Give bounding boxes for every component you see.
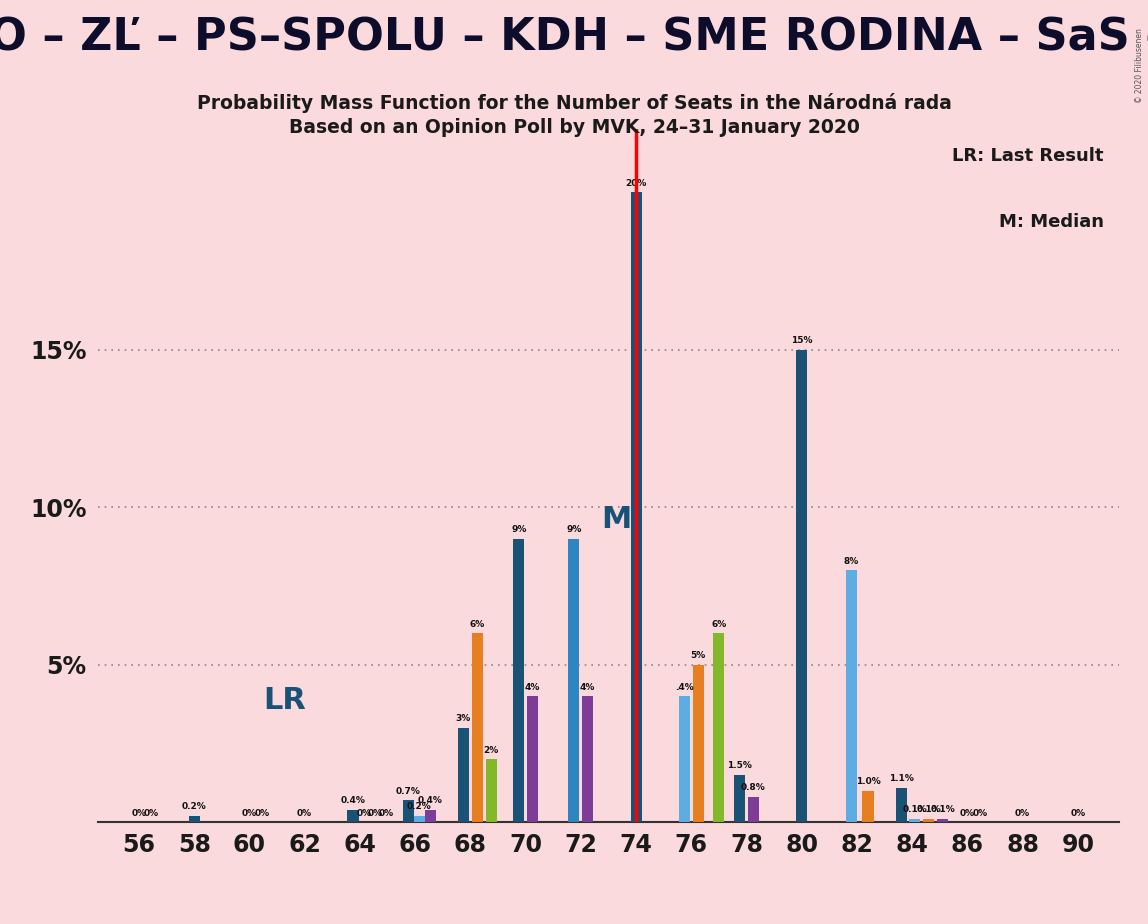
Text: 4%: 4% <box>580 683 596 692</box>
Bar <box>937 820 948 822</box>
Bar <box>348 809 358 822</box>
Text: O – ZĽ – PS–SPOLU – KDH – SME RODINA – SaS – MOS: O – ZĽ – PS–SPOLU – KDH – SME RODINA – S… <box>0 17 1148 59</box>
Bar <box>797 350 807 822</box>
Bar <box>630 192 642 822</box>
Bar <box>692 665 704 822</box>
Text: LR: Last Result: LR: Last Result <box>953 147 1104 164</box>
Bar <box>403 800 413 822</box>
Text: 0%: 0% <box>379 808 394 818</box>
Text: 6%: 6% <box>470 620 484 628</box>
Text: 0%: 0% <box>972 808 987 818</box>
Bar <box>923 820 934 822</box>
Text: LR: LR <box>263 686 307 715</box>
Text: Based on an Opinion Poll by MVK, 24–31 January 2020: Based on an Opinion Poll by MVK, 24–31 J… <box>288 118 860 137</box>
Text: 9%: 9% <box>566 525 582 534</box>
Text: 0%: 0% <box>297 808 312 818</box>
Text: 5%: 5% <box>691 651 706 660</box>
Bar <box>188 816 200 822</box>
Bar <box>582 697 594 822</box>
Text: 0.4%: 0.4% <box>418 796 443 805</box>
Text: 9%: 9% <box>511 525 527 534</box>
Bar <box>909 820 921 822</box>
Bar <box>862 791 874 822</box>
Text: 15%: 15% <box>791 336 813 346</box>
Text: 1.1%: 1.1% <box>889 774 914 783</box>
Text: 0%: 0% <box>144 808 158 818</box>
Text: 0%: 0% <box>357 808 372 818</box>
Text: 0.2%: 0.2% <box>406 802 432 811</box>
Text: 2%: 2% <box>483 746 498 755</box>
Bar <box>527 697 538 822</box>
Text: M: Median: M: Median <box>999 213 1104 230</box>
Text: © 2020 Filibusenen: © 2020 Filibusenen <box>1135 28 1145 103</box>
Bar <box>678 697 690 822</box>
Text: 0.1%: 0.1% <box>902 806 928 814</box>
Bar <box>747 797 759 822</box>
Bar <box>513 539 525 822</box>
Text: 4%: 4% <box>525 683 541 692</box>
Text: 0.8%: 0.8% <box>742 784 766 793</box>
Text: 0%: 0% <box>255 808 270 818</box>
Text: 0%: 0% <box>1015 808 1030 818</box>
Text: 0.1%: 0.1% <box>916 806 941 814</box>
Bar <box>413 816 425 822</box>
Text: 0.4%: 0.4% <box>341 796 365 805</box>
Bar <box>846 570 856 822</box>
Text: 1.0%: 1.0% <box>855 777 881 786</box>
Text: 0%: 0% <box>131 808 147 818</box>
Bar <box>486 760 497 822</box>
Text: 0%: 0% <box>1070 808 1086 818</box>
Text: M: M <box>602 505 631 534</box>
Text: M: M <box>602 505 631 534</box>
Bar <box>895 787 907 822</box>
Text: 0.2%: 0.2% <box>181 802 207 811</box>
Bar <box>734 775 745 822</box>
Bar <box>568 539 580 822</box>
Text: 6%: 6% <box>712 620 727 628</box>
Text: 0%: 0% <box>242 808 257 818</box>
Text: 1.5%: 1.5% <box>727 761 752 771</box>
Bar <box>425 809 436 822</box>
Text: 20%: 20% <box>626 178 646 188</box>
Text: 0.7%: 0.7% <box>396 786 420 796</box>
Text: Probability Mass Function for the Number of Seats in the Národná rada: Probability Mass Function for the Number… <box>196 93 952 114</box>
Text: 0.1%: 0.1% <box>930 806 955 814</box>
Bar <box>458 728 470 822</box>
Bar <box>472 633 483 822</box>
Text: 0%: 0% <box>960 808 975 818</box>
Bar <box>713 633 724 822</box>
Text: .4%: .4% <box>675 683 693 692</box>
Text: 8%: 8% <box>844 556 859 565</box>
Text: 3%: 3% <box>456 714 471 723</box>
Text: 0%: 0% <box>367 808 382 818</box>
